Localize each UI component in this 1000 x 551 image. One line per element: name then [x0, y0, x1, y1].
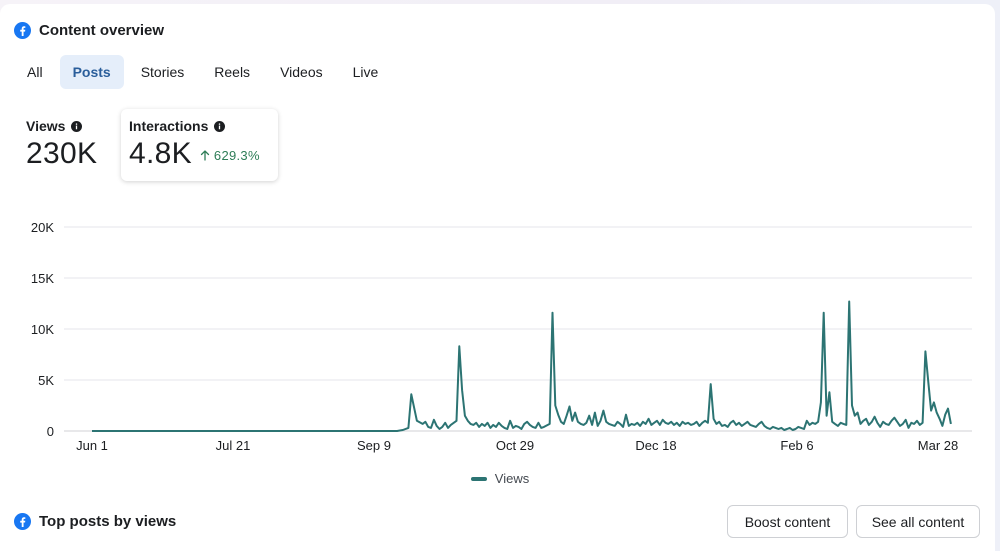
views-label: Views: [26, 118, 66, 134]
interactions-label: Interactions: [129, 118, 209, 134]
facebook-icon: [14, 22, 31, 39]
content-type-tabs: All Posts Stories Reels Videos Live: [14, 55, 391, 89]
info-icon[interactable]: [214, 120, 226, 132]
views-value: 230K: [26, 137, 98, 170]
y-tick-label: 15K: [31, 271, 54, 286]
boost-content-button[interactable]: Boost content: [727, 505, 848, 538]
y-tick-label: 20K: [31, 220, 54, 235]
tab-stories[interactable]: Stories: [140, 64, 185, 80]
tab-posts[interactable]: Posts: [59, 55, 124, 89]
top-posts-title: Top posts by views: [39, 513, 177, 530]
legend-swatch-views: [470, 476, 487, 481]
x-tick-label: Feb 6: [780, 438, 813, 453]
tab-reels[interactable]: Reels: [214, 64, 251, 80]
interactions-change-value: 629.3%: [213, 147, 260, 163]
interactions-value: 4.8K: [129, 137, 192, 170]
interactions-value-row: 4.8K 629.3%: [129, 137, 260, 171]
views-metric: Views 230K: [26, 118, 97, 171]
x-tick-label: Oct 29: [496, 438, 534, 453]
tab-videos[interactable]: Videos: [280, 64, 323, 80]
arrow-up-icon: [200, 149, 210, 161]
series-line-views[interactable]: [92, 300, 952, 432]
y-tick-label: 5K: [38, 373, 54, 388]
chart-legend: Views: [0, 471, 1000, 486]
info-icon[interactable]: [71, 120, 83, 132]
content-overview-header: Content overview: [14, 22, 164, 39]
tab-all[interactable]: All: [27, 64, 43, 80]
interactions-change: 629.3%: [200, 148, 260, 163]
see-all-content-button[interactable]: See all content: [856, 505, 980, 538]
x-tick-label: Mar 28: [918, 438, 958, 453]
y-tick-label: 0: [47, 424, 54, 439]
legend-label-views: Views: [494, 471, 530, 486]
views-line-chart: 0 5K 10K 15K 20K Jun 1 Jul 21 Sep 9 Oct 29 Dec 18…: [31, 220, 972, 453]
top-posts-header: Top posts by views: [14, 513, 176, 530]
y-tick-label: 10K: [31, 322, 54, 337]
x-tick-label: Sep 9: [357, 438, 391, 453]
x-tick-label: Jul 21: [216, 438, 251, 453]
page-title: Content overview: [39, 22, 165, 39]
x-tick-label: Dec 18: [635, 438, 676, 453]
facebook-icon: [14, 513, 31, 530]
x-tick-label: Jun 1: [76, 438, 108, 453]
interactions-metric-card[interactable]: [121, 109, 278, 181]
interactions-metric: Interactions 4.8K 629.3%: [129, 118, 260, 171]
tab-live[interactable]: Live: [352, 64, 379, 80]
